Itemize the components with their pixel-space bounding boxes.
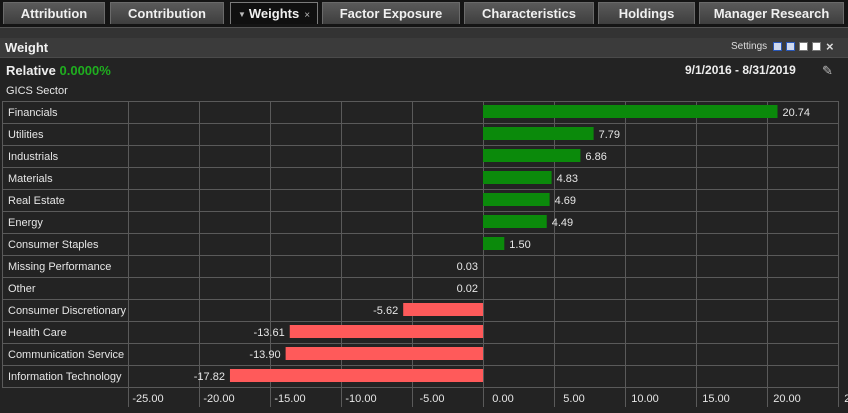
category-label: Other: [8, 283, 36, 295]
bar: [229, 369, 483, 382]
category-label: Health Care: [8, 327, 67, 339]
tick-label: 25.00: [844, 393, 848, 405]
bar: [483, 127, 594, 140]
bar-value-label: 4.69: [555, 195, 576, 207]
tick-label: 0.00: [492, 393, 513, 405]
tick-label: -15.00: [274, 393, 305, 405]
bar-value-label: 0.03: [457, 261, 478, 273]
bar: [483, 237, 505, 250]
bar-value-label: -13.61: [254, 327, 285, 339]
tick-label: -10.00: [345, 393, 376, 405]
category-label: Financials: [8, 107, 58, 119]
close-icon[interactable]: ×: [304, 10, 311, 21]
bar-value-label: -5.62: [373, 305, 398, 317]
date-range: 9/1/2016 - 8/31/2019: [685, 63, 796, 77]
bar: [483, 105, 778, 118]
tick-label: 5.00: [563, 393, 584, 405]
tab-factor-exposure[interactable]: Factor Exposure: [322, 2, 460, 24]
panel-titlebar: Weight Settings ×: [0, 38, 848, 58]
category-label: Consumer Discretionary: [8, 305, 126, 317]
bar: [483, 215, 547, 228]
group-label: GICS Sector: [6, 85, 68, 97]
tab-weights[interactable]: ▼ Weights ×: [230, 2, 318, 24]
tab-attribution[interactable]: Attribution: [3, 2, 105, 24]
category-label: Missing Performance: [8, 261, 111, 273]
tab-band: [0, 27, 848, 38]
category-label: Energy: [8, 217, 43, 229]
bar-value-label: 20.74: [783, 107, 811, 119]
relative-value: 0.0000%: [59, 63, 111, 78]
settings-link[interactable]: Settings: [731, 41, 768, 52]
bar: [483, 193, 550, 206]
bar-value-label: 7.79: [599, 129, 620, 141]
tick-label: -5.00: [419, 393, 444, 405]
restore-icon[interactable]: [799, 42, 808, 51]
category-label: Materials: [8, 173, 53, 185]
weight-bar-chart: Financials 20.74 Utilities 7.79 Industrials 6…: [2, 101, 848, 407]
tick-label: -20.00: [203, 393, 234, 405]
bar-value-label: 4.49: [552, 217, 573, 229]
bar-value-label: 1.50: [509, 239, 530, 251]
bar-value-label: -17.82: [194, 371, 225, 383]
panel-title: Weight: [5, 40, 49, 55]
category-label: Information Technology: [8, 371, 122, 383]
tab-holdings[interactable]: Holdings: [598, 2, 695, 24]
bar-value-label: -13.90: [249, 349, 280, 361]
pencil-icon[interactable]: ✎: [822, 63, 833, 78]
window-mode-icon[interactable]: [773, 42, 782, 51]
tab-contribution[interactable]: Contribution: [110, 2, 224, 24]
relative-label: Relative: [6, 63, 56, 78]
category-label: Consumer Staples: [8, 239, 99, 251]
tick-label: 10.00: [631, 393, 659, 405]
category-label: Communication Service: [8, 349, 124, 361]
bar-value-label: 6.86: [585, 151, 606, 163]
close-icon[interactable]: ×: [826, 39, 834, 54]
bar: [483, 149, 581, 162]
window-mode-2-icon[interactable]: [786, 42, 795, 51]
bar: [289, 325, 483, 338]
relative-summary: Relative 0.0000%: [6, 63, 111, 78]
category-label: Real Estate: [8, 195, 65, 207]
caret-down-icon[interactable]: ▼: [237, 10, 246, 19]
bar-value-label: 0.02: [457, 283, 478, 295]
bar: [403, 303, 483, 316]
bar: [285, 347, 483, 360]
tab-manager-research[interactable]: Manager Research: [699, 2, 844, 24]
maximize-icon[interactable]: [812, 42, 821, 51]
tab-characteristics[interactable]: Characteristics: [464, 2, 594, 24]
weight-panel: Weight Settings × Relative 0.0000% 9/1/2…: [0, 38, 848, 413]
tick-label: 15.00: [702, 393, 730, 405]
category-label: Utilities: [8, 129, 44, 141]
bar: [483, 171, 552, 184]
tick-label: 20.00: [773, 393, 801, 405]
bar-value-label: 4.83: [557, 173, 578, 185]
category-label: Industrials: [8, 151, 59, 163]
tick-label: -25.00: [132, 393, 163, 405]
